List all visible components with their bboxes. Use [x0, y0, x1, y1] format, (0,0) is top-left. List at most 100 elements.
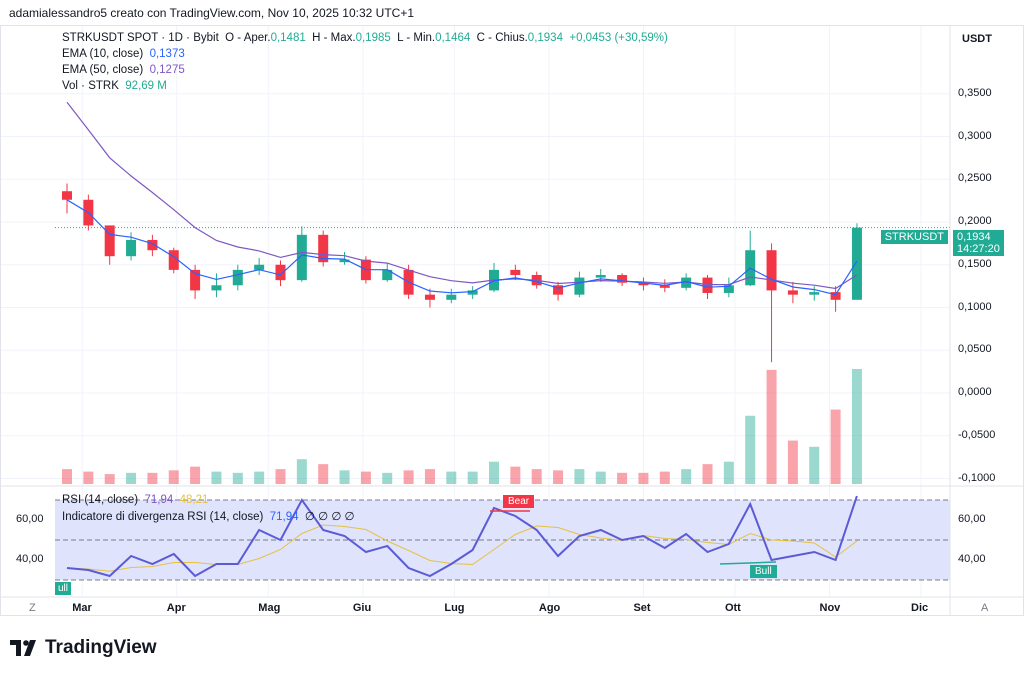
- volume-bar: [702, 464, 713, 484]
- candle-body: [147, 239, 158, 251]
- volume-bar: [382, 472, 393, 484]
- candle-body: [595, 275, 606, 278]
- auto-scale-button[interactable]: A: [981, 602, 989, 614]
- candles: [62, 183, 862, 363]
- rsi-divergence-value: 71,94: [269, 511, 299, 523]
- rsi-value: 71,94: [144, 494, 174, 506]
- rsi-label: RSI (14, close): [62, 494, 139, 506]
- candle-body: [659, 285, 670, 288]
- last-price-tag: 0,1934 14:27:20: [953, 230, 1004, 256]
- rsi-legend[interactable]: RSI (14, close) 71,94 48,21: [62, 494, 208, 506]
- volume-bar: [617, 472, 628, 484]
- candle-body: [510, 269, 521, 276]
- time-tick-label: Mar: [72, 602, 92, 614]
- price-tick-label: 0,2000: [958, 215, 992, 227]
- candle-body: [723, 285, 734, 293]
- volume-bar: [424, 469, 435, 484]
- price-tick-label: 0,0000: [958, 386, 992, 398]
- volume-bar: [745, 415, 756, 484]
- volume-label: Vol · STRK: [62, 80, 119, 92]
- candle-body: [232, 269, 243, 286]
- candle-body: [168, 250, 179, 270]
- volume-bar: [595, 471, 606, 484]
- rsi-divergence-label: Indicatore di divergenza RSI (14, close): [62, 511, 264, 523]
- candle-body: [617, 275, 628, 283]
- close-value: 0,1934: [527, 32, 563, 44]
- volume-bar: [83, 471, 94, 484]
- price-tick-label: 0,1000: [958, 300, 992, 313]
- rsi-divergence-flags: ∅ ∅ ∅ ∅: [304, 511, 355, 523]
- candle-body: [787, 290, 798, 295]
- rsi-divergence-legend[interactable]: Indicatore di divergenza RSI (14, close)…: [62, 509, 355, 523]
- candle-body: [275, 264, 286, 281]
- price-tick-label: 0,0500: [958, 343, 992, 356]
- time-tick-label: Dic: [911, 602, 929, 614]
- scroll-left-button[interactable]: Z: [29, 602, 36, 614]
- time-tick-label: Apr: [166, 602, 186, 614]
- volume-bar: [104, 474, 115, 484]
- time-tick-label: Set: [633, 602, 651, 614]
- candle-body: [574, 277, 585, 295]
- last-symbol-tag: STRKUSDT: [880, 230, 948, 244]
- volume-bar: [574, 469, 585, 484]
- bull-label: Bull: [750, 565, 777, 578]
- volume-bar: [830, 409, 841, 484]
- symbol-label[interactable]: STRKUSDT SPOT · 1D · Bybit: [62, 32, 219, 44]
- change-value: +0,0453 (+30,59%): [569, 32, 668, 44]
- volume-bar: [723, 461, 734, 484]
- ema50-legend[interactable]: EMA (50, close) 0,1275: [62, 64, 185, 76]
- rsi-tick-label-right: 60,00: [958, 513, 986, 525]
- ema10-value: 0,1373: [149, 48, 185, 60]
- ema10-legend[interactable]: EMA (10, close) 0,1373: [62, 48, 185, 60]
- candle-body: [830, 292, 841, 300]
- rsi-line: [66, 495, 858, 578]
- candle-body: [104, 225, 115, 257]
- volume-bar: [851, 369, 862, 484]
- volume-bar: [190, 466, 201, 484]
- candle-body: [809, 292, 820, 295]
- ema10-line: [66, 199, 858, 296]
- time-tick-label: Giu: [352, 602, 372, 614]
- candle-body: [638, 282, 649, 286]
- time-tick-label: Lug: [444, 602, 465, 614]
- bear-label: Bear: [503, 495, 535, 508]
- credit-line: adamialessandro5 creato con TradingView.…: [9, 6, 415, 20]
- volume-bar: [168, 470, 179, 484]
- volume-bar: [403, 470, 414, 484]
- ema50-label: EMA (50, close): [62, 64, 144, 76]
- volume-bar: [62, 469, 72, 484]
- price-tick-label: 0,1500: [958, 257, 992, 270]
- candle-body: [382, 269, 393, 281]
- rsi-tick-label-left: 60,00: [16, 513, 44, 525]
- volume-bar: [531, 469, 542, 484]
- volume-bar: [638, 472, 649, 484]
- time-tick-label: Mag: [258, 602, 281, 614]
- logo-text: TradingView: [45, 637, 157, 658]
- price-tick-label: 0,3500: [958, 86, 992, 99]
- volume-bar: [211, 471, 222, 484]
- volume-bar: [147, 472, 158, 484]
- tradingview-logo-icon: [10, 640, 36, 656]
- high-value: 0,1985: [355, 32, 391, 44]
- volume-bar: [339, 470, 350, 484]
- candle-body: [339, 259, 350, 263]
- countdown: 14:27:20: [957, 243, 1000, 255]
- rsi-tick-label-right: 40,00: [958, 553, 986, 565]
- ema50-line: [66, 101, 858, 290]
- volume-legend[interactable]: Vol · STRK 92,69 M: [62, 80, 167, 92]
- time-tick-label: Ago: [538, 602, 561, 614]
- candle-body: [190, 269, 201, 291]
- volume-bar: [809, 446, 820, 484]
- bull-label-left: ull: [55, 582, 72, 595]
- candle-body: [681, 277, 692, 288]
- rsi-ma-value: 48,21: [179, 494, 209, 506]
- candle-body: [318, 234, 329, 263]
- tradingview-logo[interactable]: TradingView: [10, 637, 157, 659]
- rsi-tick-label-left: 40,00: [16, 553, 44, 565]
- candle-body: [553, 285, 564, 295]
- volume-bar: [446, 471, 457, 484]
- price-unit[interactable]: USDT: [962, 33, 992, 45]
- volume-bar: [766, 369, 777, 484]
- volume-bar: [553, 470, 564, 484]
